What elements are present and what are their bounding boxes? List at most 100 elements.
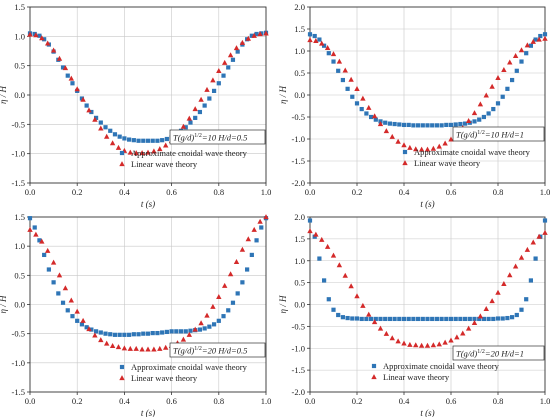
data-point-triangle: [330, 51, 337, 57]
x-tick-label: 0.6: [446, 396, 457, 406]
data-point-square: [458, 121, 463, 127]
data-point-triangle: [512, 263, 519, 269]
parameter-label: T(g/d)1/2=10 H/d=1: [456, 130, 524, 140]
data-point-square: [136, 332, 141, 337]
data-point-square: [397, 122, 402, 127]
data-point-square: [197, 327, 203, 332]
data-point-square: [350, 94, 355, 99]
data-point-triangle: [536, 233, 542, 239]
data-point-square: [434, 123, 439, 128]
y-tick-label: 0.5: [14, 270, 25, 280]
legend-marker-square: [371, 363, 377, 369]
chart-panel-1: 0.0 0.2 0.4 0.6 0.8 1.0 1.5 1.0 0.5 0.0 -0.5 -1.0 -1…: [0, 2, 271, 209]
data-point-triangle: [395, 338, 401, 344]
data-point-square: [84, 103, 89, 108]
data-point-square: [369, 316, 374, 322]
y-axis-label: η / H: [278, 86, 288, 104]
data-point-square: [387, 121, 392, 126]
data-point-triangle: [115, 144, 122, 150]
data-point-triangle: [192, 106, 198, 112]
data-point-triangle: [360, 302, 366, 308]
data-point-square: [193, 115, 198, 120]
data-point-triangle: [436, 341, 442, 347]
data-point-triangle: [442, 140, 448, 146]
x-tick-label: 0.2: [72, 187, 83, 197]
x-tick-label: 1.0: [540, 187, 550, 197]
x-tick-label: 0.4: [119, 396, 130, 406]
series-cnoidal: [27, 216, 269, 337]
data-point-square: [491, 106, 496, 112]
plot-frame: [309, 216, 546, 393]
data-point-triangle: [245, 35, 251, 41]
data-point-square: [373, 316, 378, 322]
data-point-square: [317, 256, 322, 261]
data-point-square: [411, 316, 416, 322]
data-point-triangle: [245, 236, 251, 242]
data-point-square: [226, 308, 231, 313]
data-point-square: [453, 122, 458, 127]
data-point-triangle: [145, 149, 151, 155]
legend-marker-square: [119, 364, 125, 370]
data-point-square: [331, 307, 336, 312]
data-point-triangle: [483, 305, 489, 311]
data-point-triangle: [319, 40, 325, 46]
data-point-triangle: [336, 262, 343, 268]
data-point-triangle: [448, 337, 454, 343]
data-point-square: [448, 316, 454, 322]
data-point-square: [514, 68, 519, 73]
data-point-triangle: [407, 341, 413, 347]
data-point-square: [226, 65, 231, 70]
y-tick-label: -1.0: [12, 358, 25, 368]
data-point-triangle: [92, 332, 98, 338]
data-point-square: [383, 316, 388, 322]
data-point-square: [202, 103, 207, 108]
data-point-square: [369, 114, 374, 120]
data-point-square: [467, 316, 472, 322]
data-point-triangle: [501, 67, 507, 73]
data-point-triangle: [98, 337, 104, 343]
y-tick-label: -0.5: [12, 119, 25, 129]
y-axis-label: η / H: [0, 86, 8, 104]
y-tick-label: -0.5: [292, 112, 305, 122]
data-point-square: [340, 77, 345, 83]
data-point-triangle: [127, 149, 133, 155]
data-point-triangle: [507, 59, 513, 65]
data-point-square: [312, 234, 317, 239]
data-point-square: [354, 316, 360, 321]
data-point-square: [458, 316, 463, 322]
plot-frame: [29, 6, 267, 184]
data-point-square: [188, 120, 193, 125]
data-point-triangle: [530, 239, 536, 245]
data-point-square: [359, 316, 364, 322]
data-point-square: [430, 316, 435, 322]
x-tick-label: 0.0: [25, 187, 36, 197]
data-point-triangle: [80, 96, 86, 102]
data-point-square: [103, 125, 108, 130]
y-tick-label: -1.5: [12, 178, 25, 188]
y-tick-label: -2.0: [292, 178, 305, 188]
x-tick-label: 1.0: [540, 396, 550, 406]
data-point-triangle: [239, 39, 246, 45]
data-point-triangle: [139, 346, 145, 352]
data-point-triangle: [483, 92, 489, 98]
data-point-triangle: [257, 31, 263, 37]
data-point-triangle: [442, 339, 448, 345]
data-point-square: [307, 32, 313, 37]
data-point-square: [401, 122, 407, 128]
data-point-triangle: [371, 319, 378, 325]
data-point-square: [60, 65, 66, 70]
data-point-triangle: [430, 145, 437, 151]
data-point-triangle: [313, 231, 319, 237]
data-point-square: [150, 138, 155, 143]
data-point-square: [448, 122, 454, 128]
data-point-square: [108, 128, 113, 133]
legend-label: Approximate cnoidal wave theory: [383, 361, 500, 371]
data-point-triangle: [413, 146, 419, 152]
data-point-square: [350, 316, 355, 321]
data-point-square: [112, 132, 118, 137]
data-point-triangle: [424, 146, 431, 152]
data-point-square: [150, 330, 155, 336]
data-point-square: [160, 330, 165, 335]
x-tick-label: 0.2: [352, 396, 363, 406]
x-tick-label: 1.0: [261, 187, 272, 197]
